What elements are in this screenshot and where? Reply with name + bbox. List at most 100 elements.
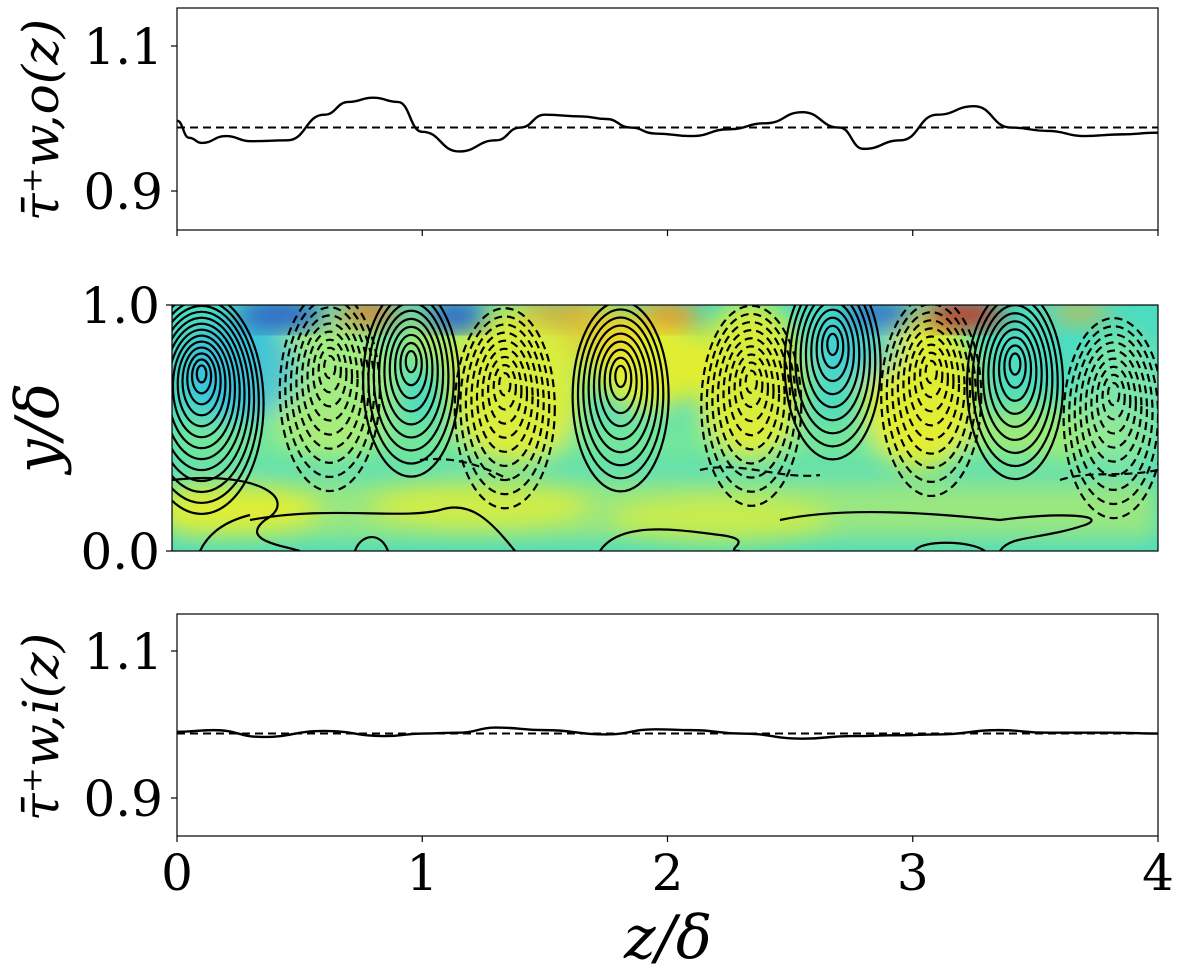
- top-y-axis-label: τ̄⁺w,o(z): [12, 19, 70, 221]
- positive-contour: [820, 324, 845, 370]
- negative-contour: [278, 305, 381, 493]
- top-ytick-label-1.1: 1.1: [83, 18, 163, 76]
- negative-contour: [284, 305, 376, 479]
- positive-contour: [965, 305, 1065, 481]
- negative-contour: [470, 331, 540, 468]
- mid-ytick-label-1.0: 1.0: [80, 277, 160, 335]
- negative-contour: [744, 369, 758, 395]
- negative-contour: [295, 314, 365, 450]
- positive-contour: [987, 320, 1043, 428]
- negative-contour: [475, 339, 534, 453]
- bottom-axes-frame: [176, 613, 1159, 837]
- near-wall-contour: [1059, 468, 1158, 482]
- positive-contour: [614, 364, 628, 389]
- negative-contour: [924, 359, 938, 385]
- positive-contour: [810, 308, 856, 396]
- negative-contour: [739, 361, 764, 409]
- negative-contour: [880, 305, 983, 498]
- positive-contour: [981, 312, 1049, 442]
- positive-contour: [799, 305, 866, 422]
- bottom-panel: 1.1 0.9 τ̄⁺w,i(z) 0 1 2 3 4 z/δ: [12, 613, 1174, 973]
- negative-contour: [487, 355, 523, 425]
- negative-contour: [453, 307, 556, 510]
- negative-contour: [1068, 325, 1158, 506]
- negative-contour: [1090, 357, 1137, 449]
- bottom-xtick-label: 0: [161, 844, 193, 902]
- positive-contour: [181, 346, 222, 417]
- bot-ytick-label-1.1: 1.1: [83, 623, 163, 681]
- positive-contour: [997, 336, 1033, 402]
- positive-contour: [388, 325, 434, 413]
- negative-contour: [722, 337, 781, 451]
- top-axes-frame: [176, 7, 1159, 231]
- positive-contour: [186, 352, 217, 406]
- positive-contour: [172, 305, 265, 515]
- negative-contour: [1106, 381, 1121, 407]
- positive-contour: [571, 305, 670, 493]
- near-wall-contour: [249, 506, 516, 551]
- positive-contour: [172, 305, 260, 505]
- near-wall-contour: [599, 528, 741, 551]
- near-wall-contour: [199, 513, 251, 551]
- negative-contour: [727, 345, 775, 437]
- negative-contour: [902, 327, 961, 441]
- negative-contour: [896, 319, 966, 455]
- negative-contour: [317, 346, 342, 394]
- positive-contour: [172, 316, 246, 472]
- negative-contour: [481, 347, 529, 439]
- negative-contour: [323, 354, 337, 380]
- positive-contour: [971, 305, 1059, 468]
- positive-contour: [598, 340, 644, 428]
- negative-contour: [464, 323, 545, 482]
- near-wall-contour: [779, 510, 1093, 551]
- top-wall-shear-trace: [177, 96, 1158, 153]
- negative-contour: [1062, 317, 1158, 520]
- top-ytick-label-0.9: 0.9: [83, 163, 163, 221]
- negative-contour: [1073, 333, 1154, 491]
- negative-contour: [311, 338, 348, 408]
- mid-y-axis-label: y/δ: [3, 383, 73, 476]
- negative-contour: [885, 305, 977, 483]
- negative-contour: [492, 363, 517, 411]
- negative-contour: [1084, 349, 1143, 463]
- near-wall-contour: [914, 541, 986, 551]
- positive-contour: [172, 334, 232, 439]
- contour-lines: [172, 305, 1158, 551]
- negative-contour: [289, 306, 370, 464]
- top-panel: 1.1 0.9 τ̄⁺w,o(z): [12, 7, 1159, 236]
- negative-contour: [1079, 341, 1149, 477]
- positive-contour: [399, 341, 423, 387]
- positive-contour: [172, 310, 251, 483]
- positive-contour: [172, 328, 237, 450]
- near-wall-contour: [353, 536, 390, 551]
- positive-contour: [576, 308, 665, 480]
- positive-contour: [195, 364, 208, 384]
- bottom-xtick-label: 4: [1142, 844, 1174, 902]
- positive-contour: [592, 332, 649, 441]
- positive-contour: [603, 348, 638, 415]
- positive-contour: [587, 324, 654, 454]
- negative-contour: [498, 372, 512, 397]
- negative-contour: [1101, 373, 1126, 421]
- bottom-xticks: 0 1 2 3 4: [161, 836, 1174, 902]
- negative-contour: [711, 320, 792, 479]
- negative-contour: [733, 353, 770, 423]
- positive-contour: [582, 316, 660, 467]
- positive-contour: [383, 317, 439, 426]
- negative-contour: [913, 343, 949, 413]
- positive-contour: [783, 305, 882, 461]
- top-xticks: [176, 230, 1159, 236]
- near-wall-contour: [699, 466, 821, 477]
- x-axis-label: z/δ: [623, 903, 712, 973]
- positive-contour: [394, 333, 429, 400]
- velocity-field: [172, 305, 1158, 551]
- positive-contour: [190, 358, 213, 395]
- positive-contour: [1003, 344, 1027, 389]
- positive-contour: [172, 322, 241, 461]
- negative-contour: [700, 305, 803, 507]
- negative-contour: [716, 329, 786, 465]
- negative-contour: [1095, 365, 1132, 435]
- bottom-xtick-label: 2: [652, 844, 684, 902]
- positive-contour: [815, 316, 850, 383]
